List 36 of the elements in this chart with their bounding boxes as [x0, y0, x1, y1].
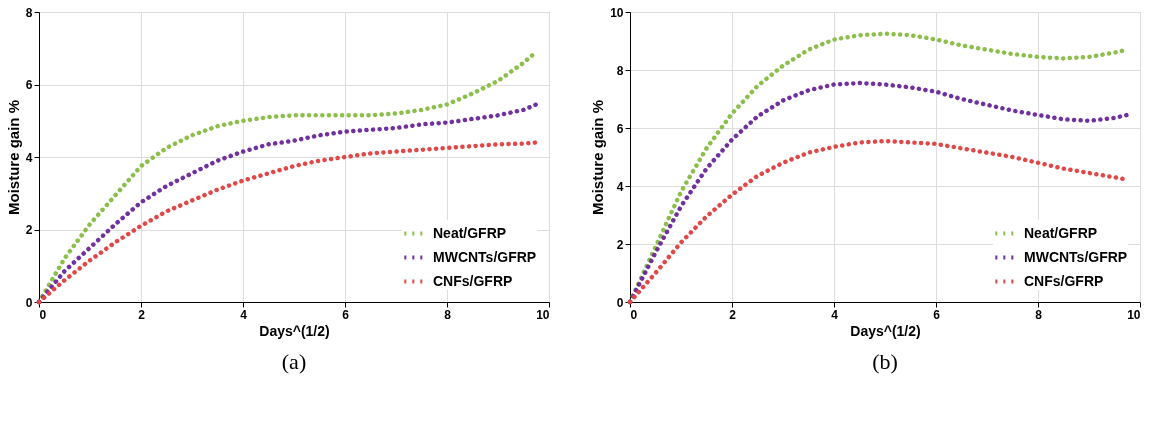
text: (a)	[281, 349, 307, 374]
x-tick-label: 4	[831, 307, 839, 322]
y-tick-label: 4	[616, 179, 624, 194]
y-tick-label: 0	[616, 295, 624, 310]
y-tick-label: 4	[25, 150, 33, 165]
legend-label: Neat/GFRP	[1024, 224, 1098, 241]
x-tick-label: 0	[630, 307, 638, 322]
y-axis-title: Moisture gain %	[589, 99, 607, 216]
y-tick-label: 2	[616, 237, 624, 252]
y-tick-label: 6	[25, 78, 33, 92]
x-axis-title: Days^(1/2)	[850, 322, 921, 339]
y-tick-label: 10	[610, 5, 624, 20]
y-tick-label: 6	[616, 121, 624, 136]
x-tick-label: 0	[39, 307, 47, 322]
legend-label: MWCNTs/GFRP	[1024, 248, 1128, 265]
y-tick-label: 8	[616, 63, 624, 78]
legend-label: CNFs/GFRP	[433, 272, 513, 289]
x-tick-label: 6	[342, 307, 350, 322]
x-tick-label: 6	[933, 307, 941, 322]
y-tick-label: 0	[25, 295, 33, 310]
x-tick-label: 2	[138, 307, 146, 322]
y-tick-label: 2	[25, 223, 33, 237]
y-tick-label: 8	[25, 5, 33, 20]
y-axis-title: Moisture gain %	[4, 99, 22, 216]
legend-label: MWCNTs/GFRP	[433, 248, 537, 265]
line-series	[36, 140, 539, 305]
x-tick-label: 8	[1035, 307, 1043, 322]
x-tick-label: 4	[240, 307, 248, 322]
legend-label: Neat/GFRP	[433, 224, 507, 241]
x-tick-label: 8	[444, 307, 452, 322]
x-axis-title: Days^(1/2)	[259, 322, 330, 339]
legend-label: CNFs/GFRP	[1024, 272, 1104, 289]
x-tick-label: 2	[729, 307, 737, 322]
x-tick-label: 10	[1127, 307, 1141, 322]
x-tick-label: 10	[536, 307, 550, 322]
text: (b)	[872, 349, 898, 374]
